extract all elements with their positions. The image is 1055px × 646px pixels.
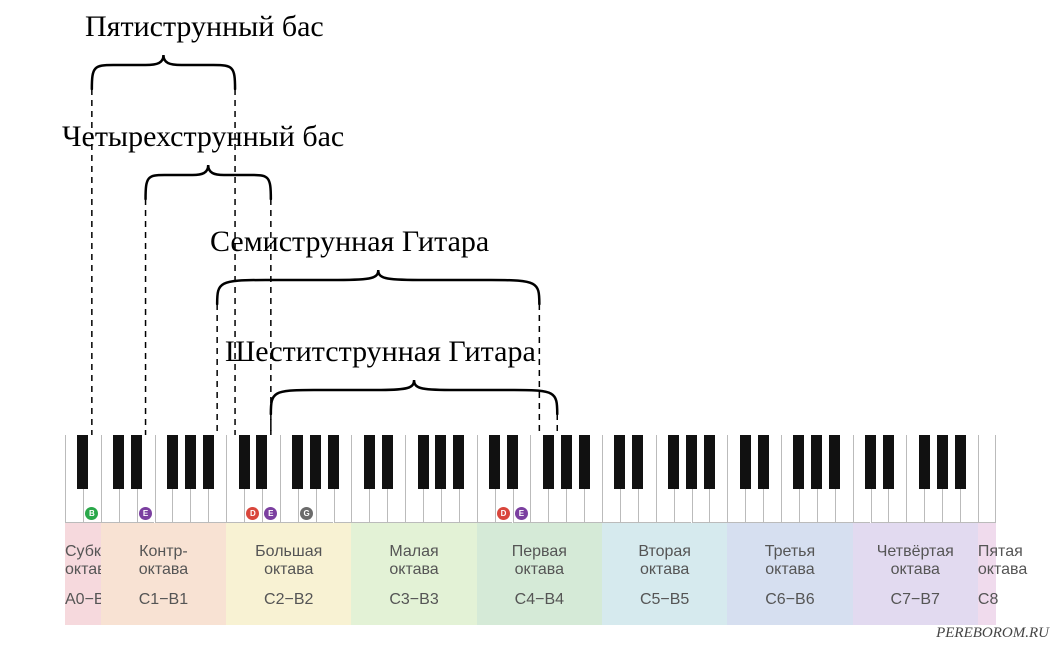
black-key	[489, 435, 500, 489]
black-key	[239, 435, 250, 489]
black-key	[292, 435, 303, 489]
octave-name: Пятаяоктава	[978, 543, 996, 580]
octave-range: C6−B6	[727, 591, 852, 609]
black-key	[632, 435, 643, 489]
black-key	[256, 435, 267, 489]
octave-name: Малаяоктава	[351, 543, 476, 580]
black-key	[185, 435, 196, 489]
black-key	[793, 435, 804, 489]
octave-name: Четвёртаяоктава	[853, 543, 978, 580]
octave-name: Перваяоктава	[477, 543, 602, 580]
white-key	[978, 435, 996, 523]
brace	[271, 380, 557, 414]
brace	[146, 165, 271, 199]
black-key	[579, 435, 590, 489]
black-key	[77, 435, 88, 489]
black-key	[829, 435, 840, 489]
black-key	[758, 435, 769, 489]
black-key	[955, 435, 966, 489]
black-key	[668, 435, 679, 489]
black-key	[328, 435, 339, 489]
black-key	[704, 435, 715, 489]
octave-range: C2−B2	[226, 591, 351, 609]
brace	[217, 270, 539, 304]
black-key	[364, 435, 375, 489]
black-key	[435, 435, 446, 489]
octave-range: C3−B3	[351, 591, 476, 609]
octave-range: C5−B5	[602, 591, 727, 609]
note-marker: E	[139, 507, 152, 520]
watermark: PEREBOROM.RU	[936, 625, 1049, 642]
black-key	[883, 435, 894, 489]
brace	[92, 55, 235, 89]
note-marker: E	[515, 507, 528, 520]
black-key	[865, 435, 876, 489]
octave-name: Контр-октава	[101, 543, 226, 580]
octave-range: C7−B7	[853, 591, 978, 609]
black-key	[418, 435, 429, 489]
note-marker: D	[497, 507, 510, 520]
black-key	[811, 435, 822, 489]
black-key	[919, 435, 930, 489]
black-key	[167, 435, 178, 489]
octave-name: Третьяоктава	[727, 543, 852, 580]
black-key	[310, 435, 321, 489]
black-key	[382, 435, 393, 489]
black-key	[453, 435, 464, 489]
black-key	[113, 435, 124, 489]
black-key	[543, 435, 554, 489]
black-key	[686, 435, 697, 489]
black-key	[614, 435, 625, 489]
octave-range: C8	[978, 591, 996, 609]
octave-range: C4−B4	[477, 591, 602, 609]
octave-range: C1−B1	[101, 591, 226, 609]
black-key	[507, 435, 518, 489]
octave-name: Большаяоктава	[226, 543, 351, 580]
black-key	[740, 435, 751, 489]
octave-name: Субконтр-октава	[65, 543, 101, 580]
keys-layer: BEDEGDE	[65, 435, 996, 525]
black-key	[203, 435, 214, 489]
black-key	[561, 435, 572, 489]
black-key	[937, 435, 948, 489]
black-key	[131, 435, 142, 489]
piano-keyboard: Субконтр-октава A0−B0Контр-октава C1−B1Бол…	[65, 435, 996, 625]
octave-range: A0−B0	[65, 591, 101, 609]
octave-name: Втораяоктава	[602, 543, 727, 580]
